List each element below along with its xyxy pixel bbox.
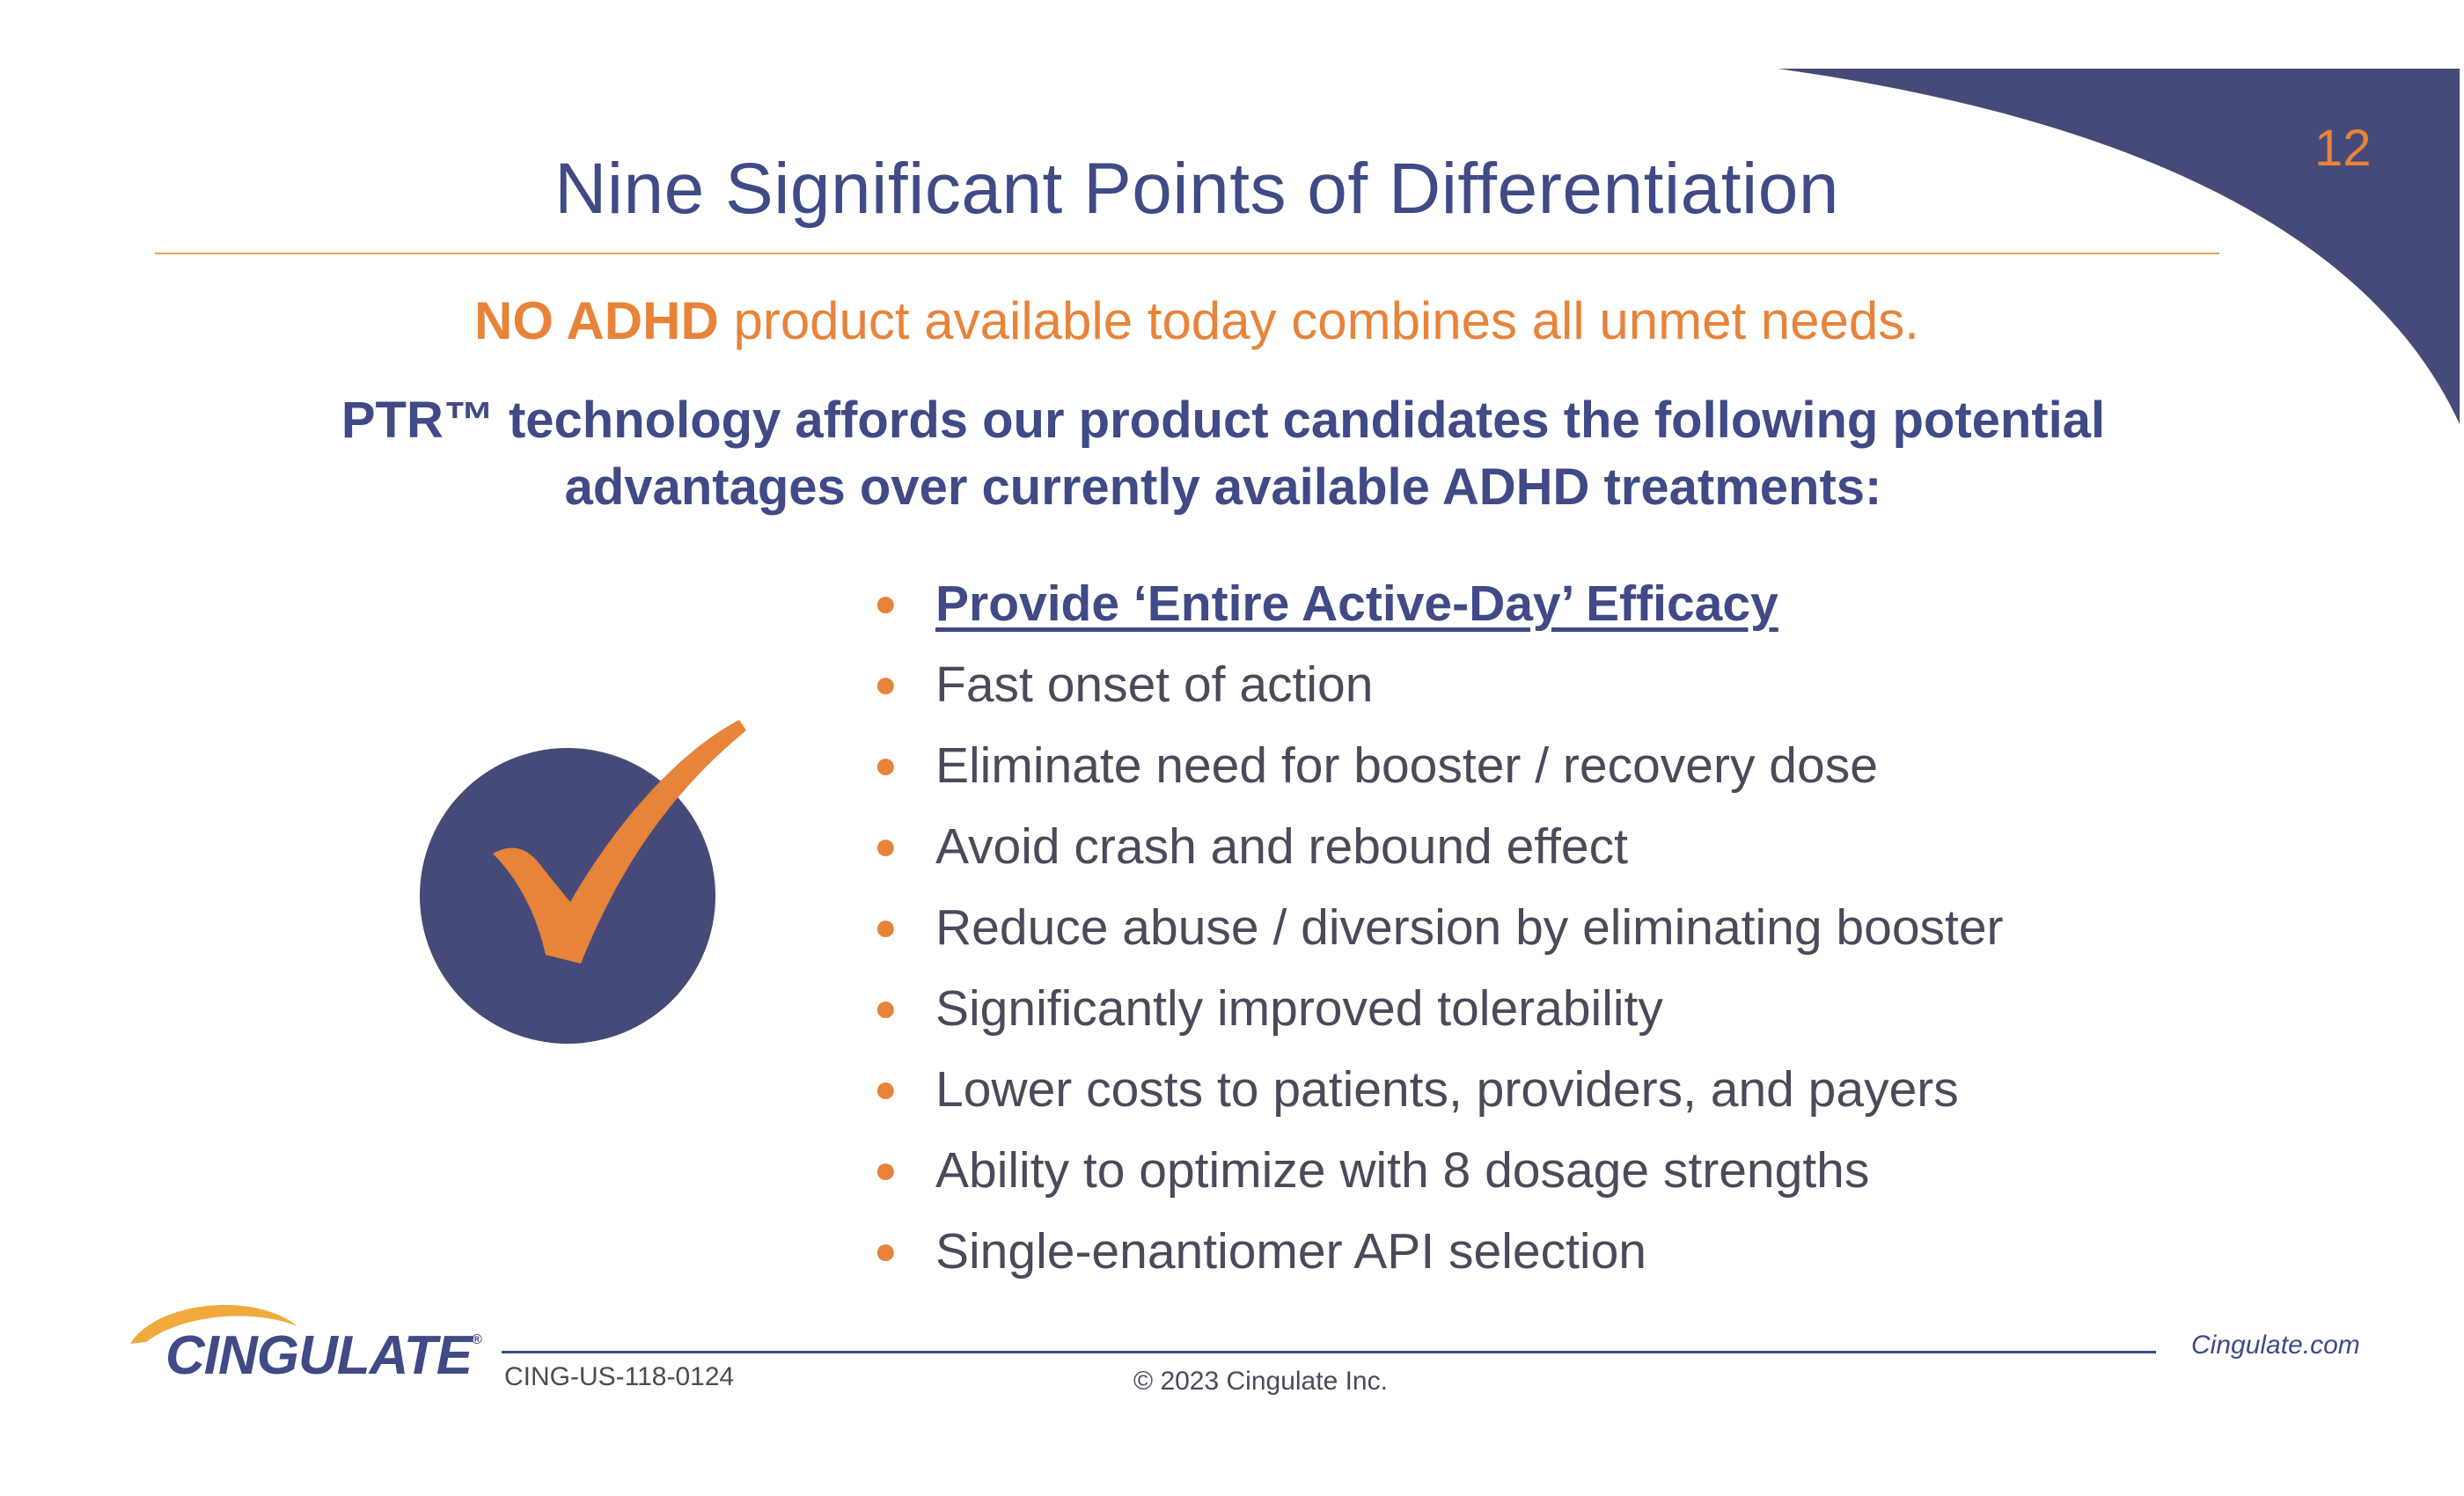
bullet-dot: ● xyxy=(874,1067,898,1111)
bullet-label: Lower costs to patients, providers, and … xyxy=(935,1061,1959,1118)
bullet-dot: ● xyxy=(874,744,898,787)
list-item: ● Single-enantiomer API selection xyxy=(867,1211,2204,1292)
bullet-dot: ● xyxy=(874,906,898,949)
bullet-dot: ● xyxy=(874,825,898,868)
website-link[interactable]: Cingulate.com xyxy=(2191,1331,2360,1360)
subtitle-emphasis: NO ADHD xyxy=(474,291,719,350)
logo-text: CINGULATE® xyxy=(165,1324,482,1387)
bullet-dot: ● xyxy=(874,1148,898,1192)
bullet-label: Single-enantiomer API selection xyxy=(935,1223,1646,1280)
list-item: ● Reduce abuse / diversion by eliminating… xyxy=(867,887,2204,968)
bullet-label: Provide ‘Entire Active-Day’ Efficacy xyxy=(935,576,1778,632)
bullet-label: Ability to optimize with 8 dosage streng… xyxy=(935,1142,1870,1199)
checkmark-in-circle-icon xyxy=(420,720,746,1044)
list-item: ● Avoid crash and rebound effect xyxy=(867,806,2204,887)
list-item: ● Provide ‘Entire Active-Day’ Efficacy xyxy=(867,563,2204,644)
subtitle: NO ADHD product available today combines… xyxy=(158,290,2235,351)
logo-swoosh-icon xyxy=(130,1304,297,1344)
logo-wordmark: CINGULATE xyxy=(165,1325,473,1386)
list-item: ● Lower costs to patients, providers, and… xyxy=(867,1049,2204,1130)
bullet-dot: ● xyxy=(874,582,898,625)
list-item: ● Fast onset of action xyxy=(867,644,2204,725)
check-mark xyxy=(493,720,746,964)
bullet-dot: ● xyxy=(874,986,898,1030)
title-divider xyxy=(155,253,2219,254)
document-code: CING-US-118-0124 xyxy=(504,1362,735,1391)
footer-divider xyxy=(502,1351,2156,1353)
cingulate-logo: CINGULATE® xyxy=(121,1289,491,1395)
bullet-label: Fast onset of action xyxy=(935,656,1374,713)
list-item: ● Ability to optimize with 8 dosage stren… xyxy=(867,1130,2204,1211)
differentiation-list: ● Provide ‘Entire Active-Day’ Efficacy ● F… xyxy=(867,563,2204,1292)
bullet-label: Reduce abuse / diversion by eliminating … xyxy=(935,899,2004,956)
lead-statement: PTR™ technology affords our product cand… xyxy=(341,392,2106,516)
bullet-dot: ● xyxy=(874,1229,898,1272)
bullet-label: Avoid crash and rebound effect xyxy=(935,818,1628,875)
bullet-dot: ● xyxy=(874,663,898,706)
copyright: © 2023 Cingulate Inc. xyxy=(1133,1367,1388,1396)
subtitle-rest: product available today combines all unm… xyxy=(718,291,1919,350)
slide-title: Nine Significant Points of Differentiati… xyxy=(554,149,1839,229)
page-number: 12 xyxy=(2314,120,2372,177)
list-item: ● Eliminate need for booster / recovery d… xyxy=(867,725,2204,806)
bullet-label: Eliminate need for booster / recovery do… xyxy=(935,737,1878,794)
list-item: ● Significantly improved tolerability xyxy=(867,968,2204,1049)
logo-registered-mark: ® xyxy=(472,1332,482,1347)
bullet-label: Significantly improved tolerability xyxy=(935,980,1663,1037)
